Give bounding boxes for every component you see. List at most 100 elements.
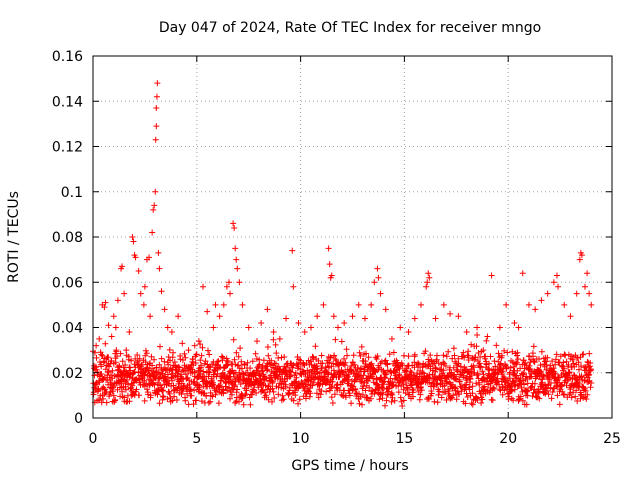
x-tick-label: 0: [89, 431, 98, 447]
data-point: [230, 220, 237, 227]
data-point: [375, 274, 382, 281]
y-tick-label: 0.1: [61, 185, 83, 201]
data-point: [586, 290, 593, 297]
data-point: [555, 283, 562, 290]
data-point: [155, 249, 162, 256]
data-point: [153, 123, 160, 130]
data-point: [330, 313, 337, 320]
data-point: [368, 301, 375, 308]
x-tick-labels: 0 5 10 15 20 25: [89, 431, 621, 447]
data-point: [185, 347, 192, 354]
data-point: [119, 263, 126, 270]
data-point: [153, 105, 160, 112]
data-point: [236, 279, 243, 286]
data-point: [578, 252, 585, 259]
dense-band-layer: [90, 332, 595, 409]
data-point: [258, 319, 265, 326]
data-point: [96, 335, 103, 342]
axis-ticks: [92, 55, 613, 419]
data-point: [511, 319, 518, 326]
data-point: [102, 299, 109, 306]
data-point: [584, 270, 591, 277]
data-point: [153, 93, 160, 100]
data-point: [480, 347, 487, 354]
data-point: [588, 301, 595, 308]
data-point: [474, 324, 481, 331]
data-point: [220, 301, 227, 308]
data-point: [108, 333, 115, 340]
data-point: [98, 351, 105, 358]
data-point: [137, 290, 144, 297]
data-point: [276, 335, 283, 342]
data-point: [371, 279, 378, 286]
data-point: [168, 329, 175, 336]
data-point: [233, 256, 240, 263]
data-point: [553, 272, 560, 279]
data-point: [191, 342, 198, 349]
data-point: [283, 315, 290, 322]
data-point: [264, 306, 271, 313]
data-point: [212, 301, 219, 308]
data-point: [154, 80, 161, 87]
data-point: [146, 254, 153, 261]
chart-title: Day 047 of 2024, Rate Of TEC Index for r…: [159, 20, 541, 36]
data-point: [484, 333, 491, 340]
data-point: [179, 340, 186, 347]
data-point: [152, 188, 159, 195]
data-point: [245, 324, 252, 331]
data-points-layer: [91, 80, 595, 372]
data-point: [147, 313, 154, 320]
data-point: [135, 267, 142, 274]
data-point: [532, 306, 539, 313]
data-point: [101, 304, 108, 311]
data-point: [447, 310, 454, 317]
y-tick-label: 0: [74, 411, 83, 427]
grid-layer: [93, 56, 612, 418]
data-point: [397, 324, 404, 331]
x-tick-label: 25: [603, 431, 621, 447]
data-point: [239, 301, 246, 308]
data-point: [105, 322, 112, 329]
data-point: [488, 272, 495, 279]
data-point: [110, 313, 117, 320]
data-point: [175, 313, 182, 320]
data-point: [355, 301, 362, 308]
data-point: [455, 313, 462, 320]
y-tick-label: 0.16: [52, 49, 83, 65]
data-point: [374, 265, 381, 272]
dense-sample-band: [90, 332, 595, 409]
y-tick-label: 0.12: [52, 140, 83, 156]
data-point: [225, 279, 232, 286]
y-tick-label: 0.06: [52, 275, 83, 291]
data-point: [341, 319, 348, 326]
data-point: [582, 283, 589, 290]
data-point: [140, 301, 147, 308]
data-point: [200, 283, 207, 290]
data-point: [93, 342, 100, 349]
data-point: [349, 313, 356, 320]
data-point: [328, 272, 335, 279]
data-point: [227, 290, 234, 297]
data-point: [121, 290, 128, 297]
data-point: [164, 324, 171, 331]
data-point: [126, 329, 133, 336]
x-tick-label: 10: [292, 431, 310, 447]
data-point: [423, 283, 430, 290]
data-point: [544, 290, 551, 297]
data-point: [114, 297, 121, 304]
data-point: [161, 306, 168, 313]
data-point: [234, 265, 241, 272]
data-point: [432, 315, 439, 322]
data-point: [405, 329, 412, 336]
data-point: [141, 283, 148, 290]
data-point: [325, 245, 332, 252]
data-point: [123, 347, 130, 354]
data-point: [151, 202, 158, 209]
data-point: [519, 270, 526, 277]
data-point: [388, 335, 395, 342]
data-point: [307, 324, 314, 331]
y-tick-labels: 0 0.02 0.04 0.06 0.08 0.1 0.12 0.14 0.16: [52, 49, 83, 427]
data-point: [576, 256, 583, 263]
data-point: [210, 324, 217, 331]
